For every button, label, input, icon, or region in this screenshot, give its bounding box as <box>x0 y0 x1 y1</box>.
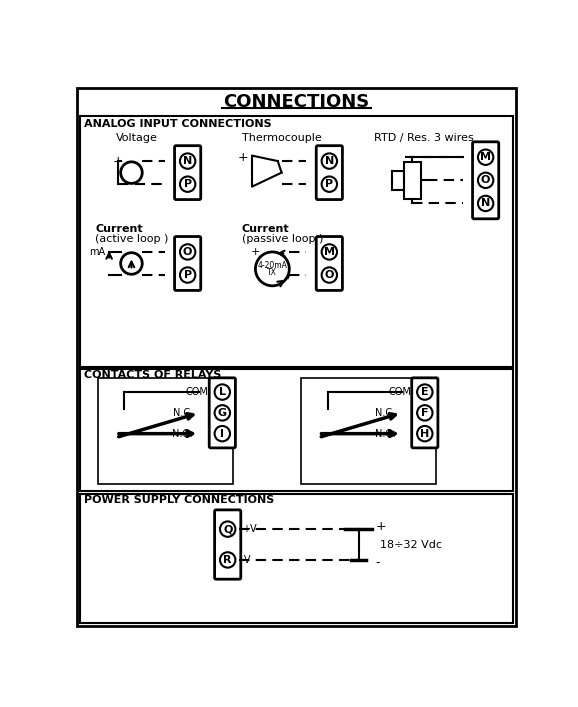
Bar <box>80 493 513 623</box>
Text: (passive loop ): (passive loop ) <box>242 234 323 244</box>
Circle shape <box>214 385 230 399</box>
FancyBboxPatch shape <box>316 146 342 199</box>
Text: H: H <box>420 428 429 438</box>
Text: O: O <box>183 247 192 257</box>
Text: TX: TX <box>268 268 277 277</box>
Text: -: - <box>376 556 380 568</box>
Text: CONTACTS OF RELAYS: CONTACTS OF RELAYS <box>84 370 222 380</box>
Text: N.O.: N.O. <box>375 428 395 438</box>
Text: CONNECTIONS: CONNECTIONS <box>223 93 369 111</box>
Circle shape <box>214 426 230 441</box>
Circle shape <box>220 522 235 537</box>
Text: N.C.: N.C. <box>376 408 395 418</box>
FancyBboxPatch shape <box>412 378 438 448</box>
FancyBboxPatch shape <box>175 237 201 291</box>
Text: L: L <box>219 387 226 397</box>
Text: R: R <box>224 555 232 565</box>
Circle shape <box>180 177 195 192</box>
Text: Thermocouple: Thermocouple <box>242 133 321 143</box>
Circle shape <box>478 173 494 188</box>
Bar <box>80 369 513 491</box>
Circle shape <box>321 244 337 259</box>
Circle shape <box>321 153 337 169</box>
FancyBboxPatch shape <box>209 378 235 448</box>
Text: Current: Current <box>242 224 289 234</box>
Text: COM: COM <box>388 387 411 397</box>
Text: ANALOG INPUT CONNECTIONS: ANALOG INPUT CONNECTIONS <box>84 119 272 129</box>
Circle shape <box>478 196 494 211</box>
Text: +: + <box>251 247 260 257</box>
Text: mA: mA <box>89 247 105 257</box>
FancyBboxPatch shape <box>175 146 201 199</box>
Text: N.C.: N.C. <box>173 408 193 418</box>
Circle shape <box>180 267 195 283</box>
Text: +: + <box>376 520 386 533</box>
Text: 4-20mA: 4-20mA <box>257 260 287 269</box>
Text: Current: Current <box>95 224 143 234</box>
Text: Q: Q <box>223 524 232 534</box>
FancyBboxPatch shape <box>316 237 342 291</box>
FancyBboxPatch shape <box>214 510 241 579</box>
Circle shape <box>214 405 230 421</box>
Text: N: N <box>325 156 334 166</box>
Circle shape <box>417 405 432 421</box>
Text: M: M <box>324 247 335 257</box>
Text: N: N <box>183 156 192 166</box>
Text: F: F <box>421 408 428 418</box>
Text: +: + <box>112 156 123 168</box>
Text: 18÷32 Vdc: 18÷32 Vdc <box>380 539 442 549</box>
Circle shape <box>478 149 494 165</box>
Text: (active loop ): (active loop ) <box>95 234 169 244</box>
Text: P: P <box>325 179 334 189</box>
Text: P: P <box>184 270 192 280</box>
Text: RTD / Res. 3 wires: RTD / Res. 3 wires <box>374 133 474 143</box>
Circle shape <box>321 267 337 283</box>
Text: N.O.: N.O. <box>172 428 193 438</box>
Circle shape <box>417 385 432 399</box>
Circle shape <box>321 177 337 192</box>
Bar <box>404 162 421 199</box>
Text: G: G <box>218 408 227 418</box>
Circle shape <box>121 162 142 183</box>
Text: O: O <box>325 270 334 280</box>
Text: -V: -V <box>242 555 251 565</box>
Text: I: I <box>220 428 224 438</box>
Circle shape <box>121 252 142 274</box>
Bar <box>98 378 233 484</box>
Circle shape <box>220 552 235 568</box>
Text: N: N <box>481 199 490 209</box>
Text: E: E <box>421 387 429 397</box>
Text: COM: COM <box>186 387 209 397</box>
Circle shape <box>417 426 432 441</box>
Bar <box>301 378 436 484</box>
Circle shape <box>180 244 195 259</box>
Text: Voltage: Voltage <box>116 133 158 143</box>
Text: +V: +V <box>242 524 256 534</box>
Text: M: M <box>480 152 491 162</box>
Circle shape <box>180 153 195 169</box>
Text: O: O <box>481 175 490 185</box>
Circle shape <box>255 252 290 286</box>
Text: +: + <box>238 151 249 165</box>
Bar <box>80 117 513 368</box>
Text: POWER SUPPLY CONNECTIONS: POWER SUPPLY CONNECTIONS <box>84 495 275 505</box>
Text: P: P <box>184 179 192 189</box>
FancyBboxPatch shape <box>473 142 499 219</box>
